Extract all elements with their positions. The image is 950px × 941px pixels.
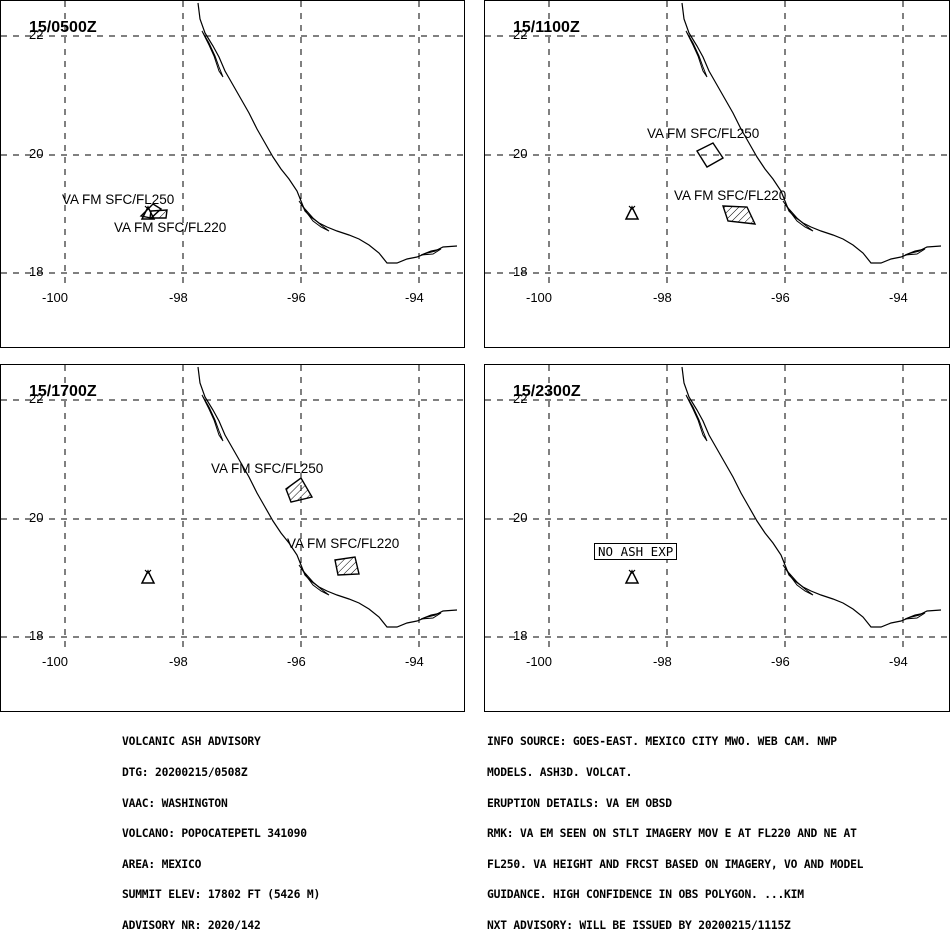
advisory-line: SUMMIT ELEV: 17802 FT (5426 M) bbox=[122, 888, 321, 902]
lat-label-20: 20 bbox=[29, 510, 44, 525]
lat-label-20: 20 bbox=[513, 146, 528, 161]
lon-label-100: -100 bbox=[42, 654, 69, 669]
map-canvas bbox=[485, 365, 949, 650]
panel-time-label: 15/0500Z bbox=[29, 19, 97, 36]
lon-label-94: -94 bbox=[405, 290, 424, 305]
ash-cloud-fl220-polygon bbox=[722, 205, 757, 225]
advisory-line: AREA: MEXICO bbox=[122, 857, 202, 871]
volcano-icon bbox=[624, 205, 640, 220]
map-panel-2300z: 15/2300Z 22 20 18 -100 -98 -96 -94 NO AS… bbox=[484, 364, 950, 712]
coastal-lagoon bbox=[420, 612, 442, 620]
coastline bbox=[197, 2, 458, 264]
no-ash-expected-box: NO ASH EXP bbox=[594, 543, 678, 560]
advisory-line: INFO SOURCE: GOES-EAST. MEXICO CITY MWO.… bbox=[487, 735, 837, 749]
coastal-lagoon bbox=[420, 248, 442, 256]
ash-label-fl220: VA FM SFC/FL220 bbox=[287, 536, 400, 551]
ash-cloud-fl220-polygon bbox=[149, 209, 168, 219]
advisory-line: RMK: VA EM SEEN ON STLT IMAGERY MOV E AT… bbox=[487, 827, 857, 841]
coastal-lagoon bbox=[904, 248, 926, 256]
lat-label-20: 20 bbox=[29, 146, 44, 161]
volcano-icon bbox=[140, 569, 156, 584]
lat-label-18: 18 bbox=[29, 264, 44, 279]
lon-label-96: -96 bbox=[287, 290, 306, 305]
ash-label-fl250: VA FM SFC/FL250 bbox=[211, 461, 324, 476]
ash-cloud-fl250-polygon bbox=[695, 142, 725, 168]
advisory-line: ERUPTION DETAILS: VA EM OBSD bbox=[487, 796, 672, 810]
volcano-icon bbox=[624, 569, 640, 584]
panel-time-label: 15/1700Z bbox=[29, 383, 97, 400]
lat-label-18: 18 bbox=[29, 628, 44, 643]
lon-label-98: -98 bbox=[169, 654, 188, 669]
advisory-line: DTG: 20200215/0508Z bbox=[122, 766, 248, 780]
lon-label-94: -94 bbox=[889, 654, 908, 669]
ash-cloud-fl250-polygon bbox=[139, 203, 163, 219]
map-panel-1100z: 15/1100Z 22 20 18 -100 -98 -96 -94 VA FM… bbox=[484, 0, 950, 348]
lat-label-22: 22 bbox=[513, 27, 528, 42]
coastal-lagoon bbox=[685, 30, 708, 78]
map-canvas bbox=[1, 1, 464, 286]
lon-label-100: -100 bbox=[526, 290, 553, 305]
advisory-remarks-text: INFO SOURCE: GOES-EAST. MEXICO CITY MWO.… bbox=[487, 717, 863, 941]
coastline bbox=[197, 366, 458, 628]
advisory-line: VOLCANO: POPOCATEPETL 341090 bbox=[122, 827, 307, 841]
coastal-lagoon bbox=[298, 200, 330, 232]
ash-cloud-fl250-polygon bbox=[285, 476, 314, 503]
advisory-line: FL250. VA HEIGHT AND FRCST BASED ON IMAG… bbox=[487, 857, 864, 871]
coastal-lagoon bbox=[685, 394, 708, 442]
lat-label-22: 22 bbox=[513, 391, 528, 406]
lon-label-96: -96 bbox=[771, 654, 790, 669]
coastal-lagoon bbox=[201, 394, 224, 442]
coastal-lagoon bbox=[298, 564, 330, 596]
coastal-lagoon bbox=[904, 612, 926, 620]
lon-label-100: -100 bbox=[42, 290, 69, 305]
lon-label-96: -96 bbox=[771, 290, 790, 305]
ash-label-fl250: VA FM SFC/FL250 bbox=[647, 126, 760, 141]
advisory-line: MODELS. ASH3D. VOLCAT. bbox=[487, 766, 633, 780]
lon-label-96: -96 bbox=[287, 654, 306, 669]
map-canvas bbox=[485, 1, 949, 286]
lon-label-98: -98 bbox=[653, 290, 672, 305]
coastline bbox=[681, 366, 942, 628]
ash-cloud-fl220-polygon bbox=[334, 556, 360, 576]
coastal-lagoon bbox=[782, 200, 814, 232]
panel-time-label: 15/1100Z bbox=[513, 19, 580, 36]
advisory-header-text: VOLCANIC ASH ADVISORY DTG: 20200215/0508… bbox=[122, 717, 320, 941]
panel-time-label: 15/2300Z bbox=[513, 383, 581, 400]
lon-label-100: -100 bbox=[526, 654, 553, 669]
lon-label-94: -94 bbox=[405, 654, 424, 669]
ash-label-fl220: VA FM SFC/FL220 bbox=[114, 220, 227, 235]
advisory-line: VAAC: WASHINGTON bbox=[122, 796, 228, 810]
lat-label-18: 18 bbox=[513, 264, 528, 279]
lon-label-98: -98 bbox=[169, 290, 188, 305]
lon-label-94: -94 bbox=[889, 290, 908, 305]
advisory-line: ADVISORY NR: 2020/142 bbox=[122, 919, 261, 933]
map-panel-1700z: 15/1700Z 22 20 18 -100 -98 -96 -94 VA FM… bbox=[0, 364, 465, 712]
advisory-line: VOLCANIC ASH ADVISORY bbox=[122, 735, 261, 749]
map-canvas bbox=[1, 365, 464, 650]
coastal-lagoon bbox=[201, 30, 224, 78]
ash-label-fl250: VA FM SFC/FL250 bbox=[62, 192, 175, 207]
coastal-lagoon bbox=[782, 564, 814, 596]
advisory-line: GUIDANCE. HIGH CONFIDENCE IN OBS POLYGON… bbox=[487, 888, 804, 902]
map-panel-0500z: 15/0500Z 22 20 18 -100 -98 -96 -94 VA FM… bbox=[0, 0, 465, 348]
lat-label-22: 22 bbox=[29, 27, 44, 42]
lon-label-98: -98 bbox=[653, 654, 672, 669]
lat-label-22: 22 bbox=[29, 391, 44, 406]
coastline bbox=[681, 2, 942, 264]
advisory-line: NXT ADVISORY: WILL BE ISSUED BY 20200215… bbox=[487, 919, 791, 933]
lat-label-20: 20 bbox=[513, 510, 528, 525]
lat-label-18: 18 bbox=[513, 628, 528, 643]
ash-label-fl220: VA FM SFC/FL220 bbox=[674, 188, 787, 203]
